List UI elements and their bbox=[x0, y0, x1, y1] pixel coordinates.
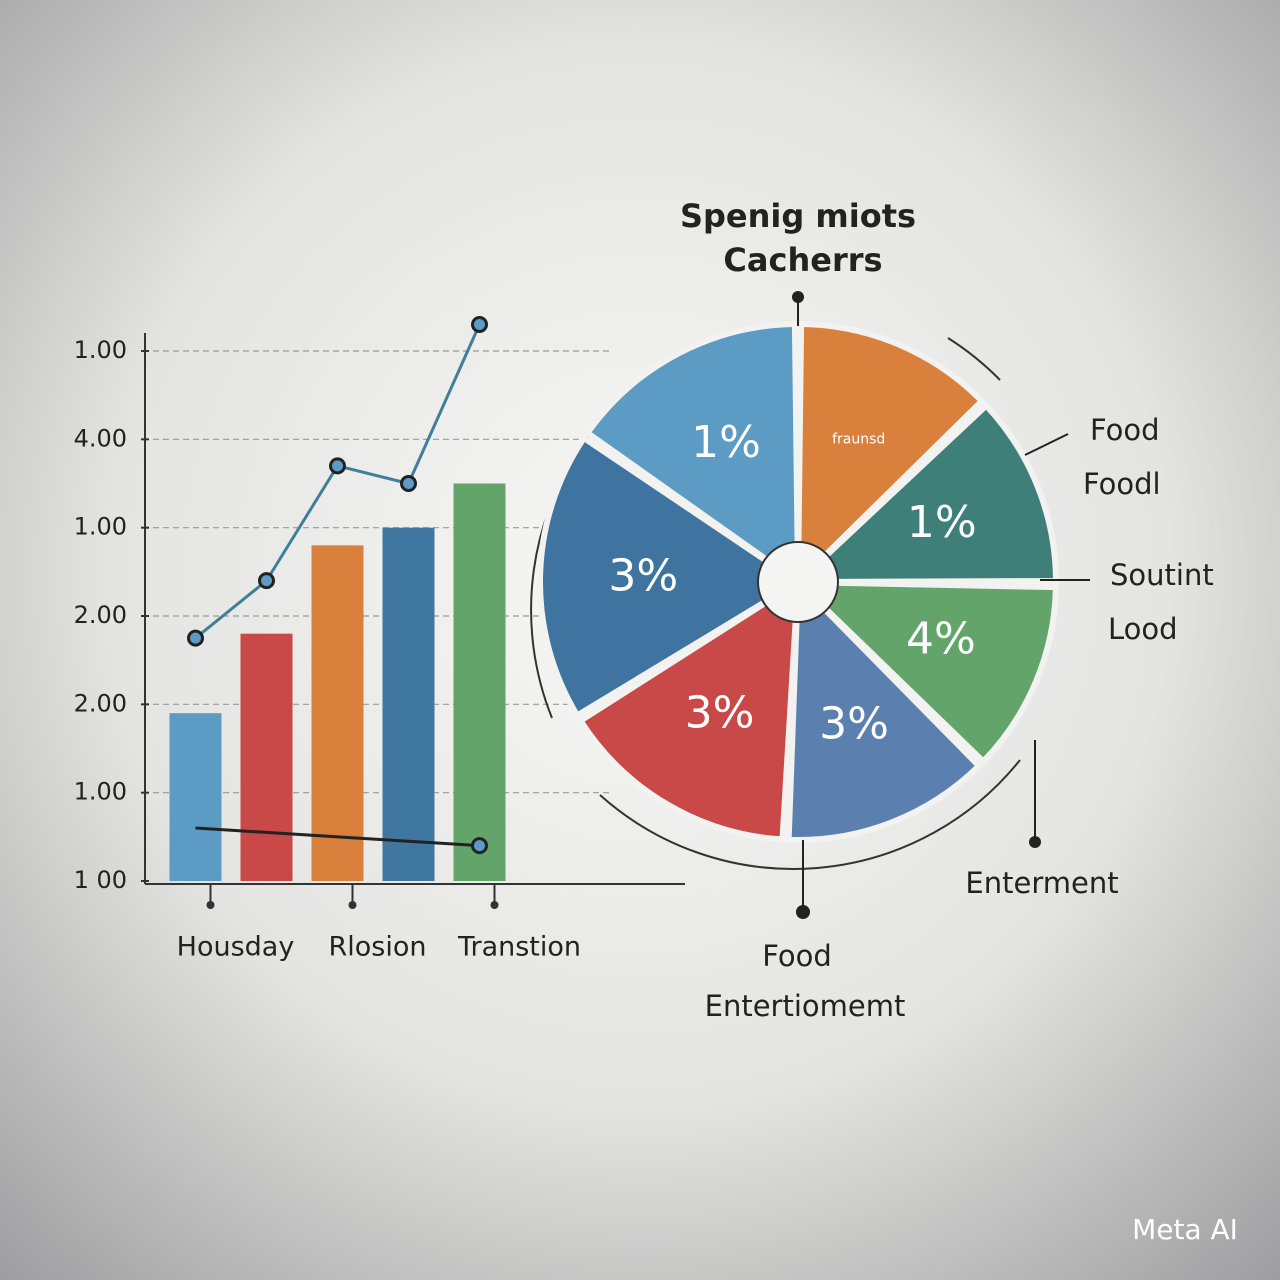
y-tick-label: 1.00 bbox=[74, 336, 127, 364]
x-tick-dot bbox=[348, 901, 357, 909]
pie-title: Cacherrs bbox=[723, 241, 882, 279]
x-tick-label: Transtion bbox=[457, 932, 581, 963]
x-tick-label: Rlosion bbox=[329, 932, 427, 963]
bar bbox=[169, 713, 222, 881]
pie-slice bbox=[794, 320, 987, 590]
annotation: Food bbox=[1090, 413, 1160, 447]
bar bbox=[311, 545, 364, 881]
line-marker bbox=[471, 837, 488, 855]
watermark: Meta AI bbox=[1132, 1213, 1238, 1246]
annotation: Foodl bbox=[1083, 467, 1161, 501]
x-tick-dot bbox=[490, 901, 499, 909]
y-tick-label: 2.00 bbox=[74, 601, 127, 629]
slice-label: 4% bbox=[906, 614, 976, 665]
slice-label: 1% bbox=[907, 497, 977, 548]
bar bbox=[382, 527, 435, 881]
annotation: Lood bbox=[1108, 612, 1178, 646]
bar bbox=[240, 633, 293, 881]
x-tick-label: Housday bbox=[177, 932, 295, 963]
y-tick-label: 1.00 bbox=[74, 513, 127, 541]
pointer-dot bbox=[792, 291, 804, 303]
line-marker bbox=[329, 457, 346, 475]
y-tick-label: 4.00 bbox=[74, 424, 127, 452]
line-marker bbox=[400, 475, 417, 492]
line-marker bbox=[258, 572, 275, 590]
slice-label: 1% bbox=[691, 417, 761, 468]
pointer-dot bbox=[1029, 836, 1041, 848]
slice-label: 3% bbox=[819, 698, 889, 749]
y-tick-label: 1.00 bbox=[74, 778, 127, 806]
y-tick-label: 2.00 bbox=[74, 689, 127, 717]
pie-slice bbox=[537, 433, 804, 720]
pie-slice bbox=[790, 578, 1060, 766]
line-marker bbox=[187, 629, 204, 647]
annotation: Food bbox=[762, 939, 832, 973]
outer-ring bbox=[947, 337, 1001, 381]
pointer bbox=[1024, 433, 1069, 456]
outer-ring bbox=[599, 759, 1021, 870]
pointer-dot bbox=[796, 905, 810, 919]
bar bbox=[453, 483, 506, 881]
pie-slice bbox=[583, 320, 802, 588]
slice-label: fraunsd bbox=[832, 432, 885, 448]
slice-label: 3% bbox=[685, 687, 755, 738]
pie-center bbox=[757, 541, 839, 623]
y-tick-label: 1 00 bbox=[74, 866, 127, 894]
x-tick-dot bbox=[206, 901, 215, 909]
annotation: Enterment bbox=[965, 866, 1118, 900]
pie-slice bbox=[576, 576, 802, 843]
slice-label: 3% bbox=[608, 550, 678, 601]
line bbox=[195, 826, 480, 848]
pie-title: Spenig miots bbox=[680, 197, 916, 235]
annotation: Soutint bbox=[1110, 558, 1214, 592]
annotation: Entertiomemt bbox=[705, 989, 906, 1023]
line-marker bbox=[471, 316, 488, 333]
pie-slice bbox=[785, 574, 984, 843]
pie-slice bbox=[790, 401, 1060, 586]
